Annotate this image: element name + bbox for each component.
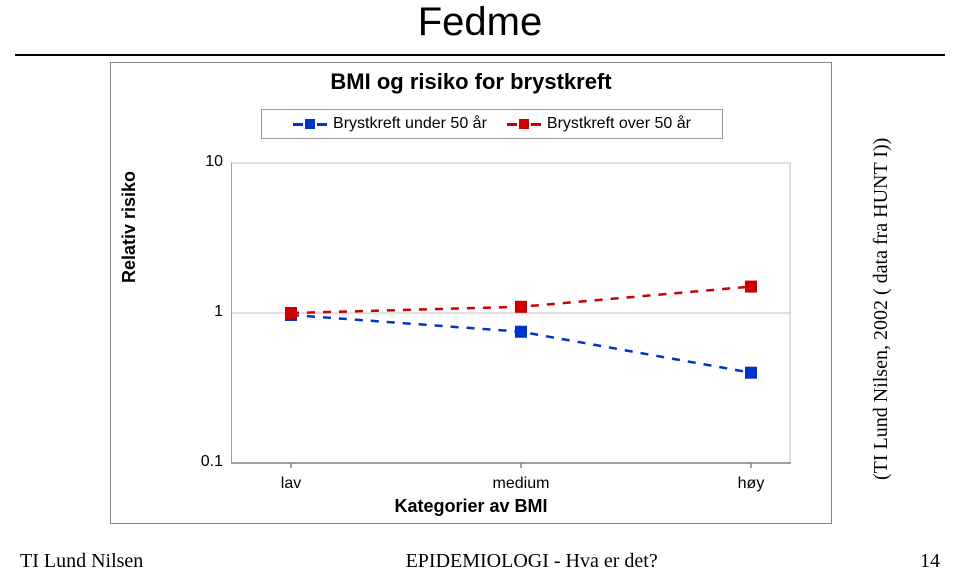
- title-rule: [15, 54, 945, 56]
- legend-dash-icon: [293, 123, 303, 126]
- legend-item-over-50: Brystkreft over 50 år: [507, 115, 691, 133]
- slide-footer: TI Lund Nilsen EPIDEMIOLOGI - Hva er det…: [20, 550, 940, 573]
- x-tick-label: medium: [481, 475, 561, 493]
- page-title: Fedme: [0, 0, 960, 45]
- legend-dash-icon: [507, 123, 517, 126]
- legend-dash-icon: [531, 123, 541, 126]
- footer-center: EPIDEMIOLOGI - Hva er det?: [406, 550, 658, 573]
- y-tick-label: 1: [183, 303, 223, 321]
- x-axis-label: Kategorier av BMI: [111, 496, 831, 517]
- x-tick-label: lav: [251, 475, 331, 493]
- chart-title: BMI og risiko for brystkreft: [111, 69, 831, 95]
- chart-container: BMI og risiko for brystkreft Brystkreft …: [110, 62, 832, 524]
- plot-area: [231, 153, 791, 473]
- legend-marker-icon: [519, 119, 529, 129]
- legend-label: Brystkreft over 50 år: [547, 115, 691, 133]
- plot-svg: [231, 153, 791, 473]
- legend-item-under-50: Brystkreft under 50 år: [293, 115, 487, 133]
- y-tick-label: 0.1: [183, 453, 223, 471]
- x-tick-label: høy: [711, 475, 791, 493]
- legend-dash-icon: [317, 123, 327, 126]
- y-axis-label: Relativ risiko: [119, 171, 140, 283]
- footer-left: TI Lund Nilsen: [20, 550, 143, 573]
- legend-label: Brystkreft under 50 år: [333, 115, 487, 133]
- chart-legend: Brystkreft under 50 år Brystkreft over 5…: [261, 109, 723, 139]
- y-tick-label: 10: [183, 153, 223, 171]
- footer-right: 14: [920, 550, 940, 573]
- legend-marker-icon: [305, 119, 315, 129]
- source-caption: (TI Lund Nilsen, 2002 ( data fra HUNT I)…: [870, 138, 893, 480]
